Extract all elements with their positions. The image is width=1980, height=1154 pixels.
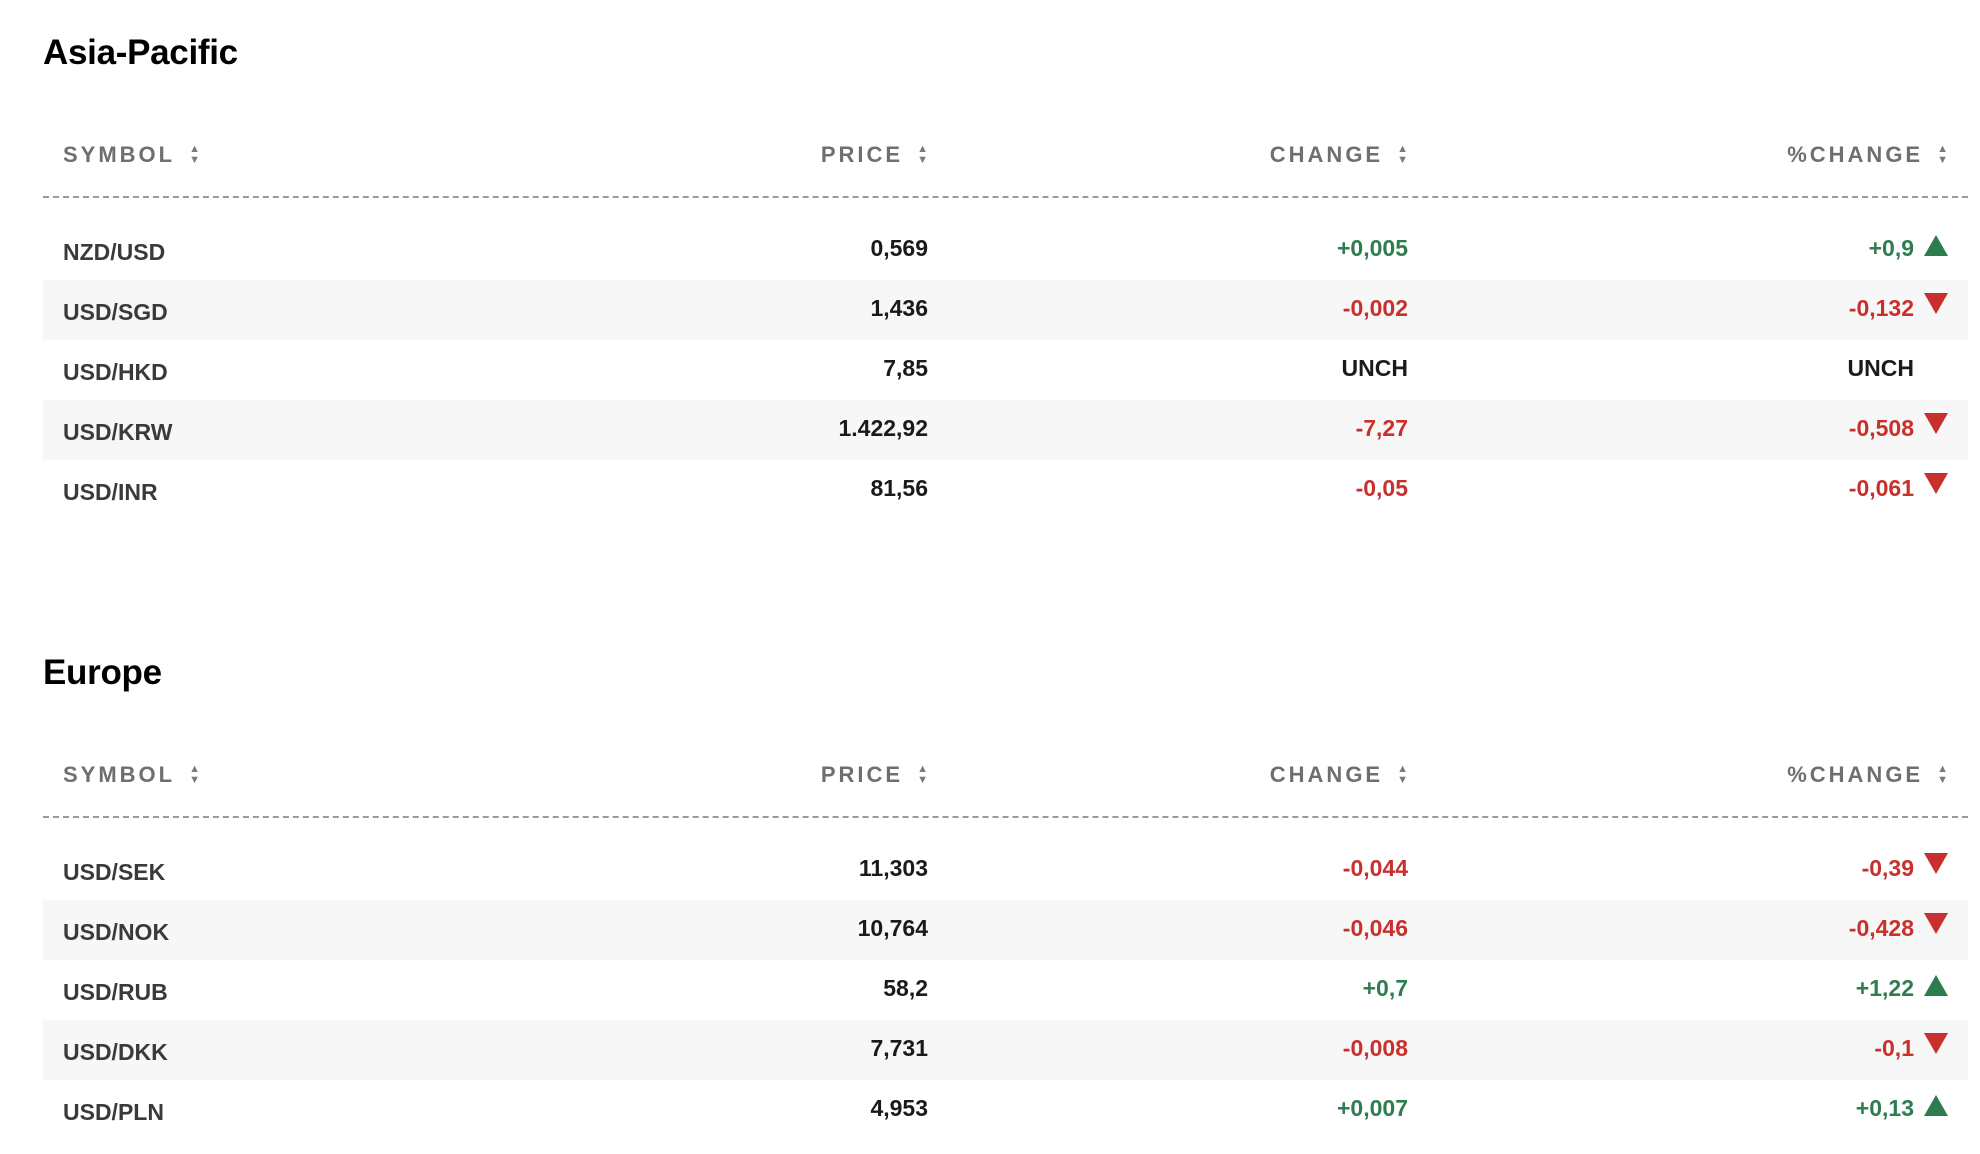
- sort-icon: ▲ ▼: [1397, 143, 1408, 166]
- pct-change-value: -0,428: [1848, 915, 1914, 941]
- table-row[interactable]: USD/RUB 58,2 +0,7 +1,22: [43, 960, 1968, 1020]
- arrow-down-icon: [1924, 1033, 1948, 1054]
- symbol-link[interactable]: USD/SEK: [63, 859, 166, 885]
- price-value: 81,56: [870, 475, 928, 501]
- change-value: -0,046: [1342, 915, 1408, 941]
- section-europe: Europe SYMBOL ▲ ▼ PRICE ▲ ▼ CHANGE ▲ ▼ %CHA…: [43, 648, 1968, 1140]
- price-value: 4,953: [870, 1095, 928, 1121]
- symbol-link[interactable]: USD/HKD: [63, 359, 168, 385]
- column-header-symbol[interactable]: SYMBOL ▲ ▼: [63, 140, 200, 170]
- section-title: Asia-Pacific: [43, 33, 238, 72]
- symbol-link[interactable]: USD/INR: [63, 479, 158, 505]
- arrow-down-icon: [1924, 853, 1948, 874]
- sort-icon: ▲ ▼: [917, 143, 928, 166]
- arrow-down-icon: [1924, 913, 1948, 934]
- column-header-label: SYMBOL: [63, 762, 176, 787]
- pct-change-value: +0,13: [1855, 1095, 1914, 1121]
- column-header-price[interactable]: PRICE ▲ ▼: [821, 140, 928, 170]
- sort-icon: ▲ ▼: [189, 763, 201, 786]
- column-header-pct-change[interactable]: %CHANGE ▲ ▼: [1787, 140, 1948, 170]
- arrow-up-icon: [1924, 235, 1948, 256]
- column-header-price[interactable]: PRICE ▲ ▼: [821, 760, 928, 790]
- pct-change-value: -0,508: [1848, 415, 1914, 441]
- column-header-change[interactable]: CHANGE ▲ ▼: [1270, 760, 1408, 790]
- table-body: NZD/USD 0,569 +0,005 +0,9 USD/SGD 1,436 -0,002…: [43, 220, 1968, 520]
- sort-icon: ▲ ▼: [917, 763, 928, 786]
- column-header-pct-change[interactable]: %CHANGE ▲ ▼: [1787, 760, 1948, 790]
- symbol-link[interactable]: USD/NOK: [63, 919, 170, 945]
- column-header-label: %CHANGE: [1787, 142, 1924, 167]
- arrow-up-icon: [1924, 1095, 1948, 1116]
- pct-change-value: +0,9: [1868, 235, 1914, 261]
- sort-icon: ▲ ▼: [1397, 763, 1408, 786]
- column-header-symbol[interactable]: SYMBOL ▲ ▼: [63, 760, 200, 790]
- table-row[interactable]: NZD/USD 0,569 +0,005 +0,9: [43, 220, 1968, 280]
- table-row[interactable]: USD/KRW 1.422,92 -7,27 -0,508: [43, 400, 1968, 460]
- column-header-label: CHANGE: [1269, 762, 1384, 787]
- change-value: -0,05: [1355, 475, 1408, 501]
- change-value: -0,008: [1342, 1035, 1408, 1061]
- table-row[interactable]: USD/HKD 7,85 UNCH UNCH: [43, 340, 1968, 400]
- table-row[interactable]: USD/PLN 4,953 +0,007 +0,13: [43, 1080, 1968, 1140]
- change-value: UNCH: [1341, 355, 1408, 381]
- sort-icon: ▲ ▼: [1937, 763, 1948, 786]
- symbol-link[interactable]: NZD/USD: [63, 239, 166, 265]
- arrow-down-icon: [1924, 473, 1948, 494]
- symbol-link[interactable]: USD/PLN: [63, 1099, 164, 1125]
- section-asia-pacific: Asia-Pacific SYMBOL ▲ ▼ PRICE ▲ ▼ CHANGE ▲…: [43, 28, 1968, 520]
- price-value: 1.422,92: [838, 415, 928, 441]
- pct-change-value: -0,132: [1848, 295, 1914, 321]
- table-row[interactable]: USD/INR 81,56 -0,05 -0,061: [43, 460, 1968, 520]
- table-row[interactable]: USD/DKK 7,731 -0,008 -0,1: [43, 1020, 1968, 1080]
- table-row[interactable]: USD/NOK 10,764 -0,046 -0,428: [43, 900, 1968, 960]
- change-value: -7,27: [1355, 415, 1408, 441]
- column-header-label: SYMBOL: [63, 142, 176, 167]
- price-value: 1,436: [870, 295, 928, 321]
- table-row[interactable]: USD/SGD 1,436 -0,002 -0,132: [43, 280, 1968, 340]
- price-value: 7,85: [883, 355, 928, 381]
- change-value: -0,044: [1342, 855, 1408, 881]
- arrow-up-icon: [1924, 975, 1948, 996]
- price-value: 11,303: [858, 855, 928, 881]
- sort-icon: ▲ ▼: [189, 143, 201, 166]
- column-header-label: PRICE: [820, 142, 904, 167]
- price-value: 0,569: [870, 235, 928, 261]
- change-value: +0,005: [1337, 235, 1408, 261]
- change-value: +0,007: [1337, 1095, 1408, 1121]
- arrow-down-icon: [1924, 413, 1948, 434]
- table-header: SYMBOL ▲ ▼ PRICE ▲ ▼ CHANGE ▲ ▼ %CHANGE ▲ ▼: [43, 728, 1968, 818]
- column-header-label: CHANGE: [1269, 142, 1384, 167]
- column-header-label: %CHANGE: [1787, 762, 1924, 787]
- arrow-down-icon: [1924, 293, 1948, 314]
- price-value: 58,2: [883, 975, 928, 1001]
- table-row[interactable]: USD/SEK 11,303 -0,044 -0,39: [43, 840, 1968, 900]
- section-title: Europe: [43, 653, 162, 692]
- pct-change-value: -0,1: [1874, 1035, 1914, 1061]
- pct-change-value: -0,39: [1861, 855, 1914, 881]
- column-header-change[interactable]: CHANGE ▲ ▼: [1270, 140, 1408, 170]
- symbol-link[interactable]: USD/KRW: [63, 419, 173, 445]
- pct-change-value: UNCH: [1847, 355, 1914, 381]
- symbol-link[interactable]: USD/DKK: [63, 1039, 168, 1065]
- change-value: +0,7: [1362, 975, 1408, 1001]
- table-header: SYMBOL ▲ ▼ PRICE ▲ ▼ CHANGE ▲ ▼ %CHANGE ▲ ▼: [43, 108, 1968, 198]
- change-value: -0,002: [1342, 295, 1408, 321]
- pct-change-value: -0,061: [1848, 475, 1914, 501]
- pct-change-value: +1,22: [1855, 975, 1914, 1001]
- price-value: 10,764: [857, 915, 928, 941]
- column-header-label: PRICE: [820, 762, 904, 787]
- table-body: USD/SEK 11,303 -0,044 -0,39 USD/NOK 10,764 -0,…: [43, 840, 1968, 1140]
- symbol-link[interactable]: USD/SGD: [63, 299, 168, 325]
- sort-icon: ▲ ▼: [1937, 143, 1948, 166]
- symbol-link[interactable]: USD/RUB: [63, 979, 168, 1005]
- price-value: 7,731: [870, 1035, 928, 1061]
